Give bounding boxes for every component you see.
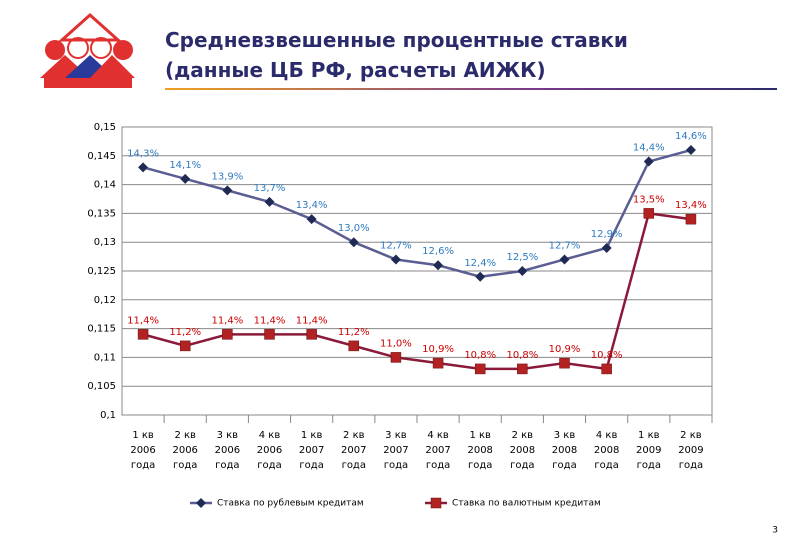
x-tick-label: 4 кв 2006 года	[256, 430, 283, 471]
marker	[685, 213, 697, 225]
data-label: 12,9%	[591, 229, 623, 240]
data-label: 14,4%	[633, 143, 665, 154]
marker	[390, 352, 402, 363]
y-tick-label: 0,12	[94, 295, 116, 306]
data-label: 14,6%	[675, 131, 707, 142]
marker	[430, 497, 442, 509]
marker	[348, 237, 359, 248]
marker	[475, 271, 486, 282]
data-label: 14,3%	[127, 148, 159, 159]
marker	[264, 329, 275, 340]
y-tick-label: 0,15	[94, 122, 116, 133]
data-label: 12,5%	[506, 252, 538, 263]
marker	[433, 260, 444, 271]
marker	[432, 357, 444, 369]
x-tick-label: 2 кв 2006 года	[172, 430, 198, 471]
y-tick-label: 0,135	[87, 208, 116, 219]
data-label: 11,4%	[296, 315, 328, 326]
data-label: 10,8%	[506, 350, 538, 361]
marker	[306, 214, 317, 225]
marker	[517, 363, 528, 375]
y-tick-label: 0,1	[100, 410, 116, 421]
data-label: 11,2%	[169, 327, 201, 338]
x-tick-label: 3 кв 2008 года	[551, 430, 578, 471]
marker	[474, 363, 486, 375]
y-tick-label: 0,11	[94, 352, 116, 363]
legend-label: Ставка по валютным кредитам	[452, 499, 601, 509]
data-label: 12,7%	[549, 240, 581, 251]
data-label: 13,9%	[211, 171, 243, 182]
y-tick-label: 0,125	[87, 266, 116, 277]
data-label: 13,4%	[296, 200, 328, 211]
x-tick-label: 2 кв 2007 года	[341, 430, 367, 471]
marker	[390, 254, 401, 265]
x-tick-label: 1 кв 2008 года	[467, 430, 493, 471]
y-tick-label: 0,14	[94, 180, 116, 191]
data-label: 14,1%	[169, 160, 201, 171]
marker	[306, 329, 317, 340]
marker	[643, 156, 654, 167]
data-label: 10,8%	[591, 350, 623, 361]
marker	[685, 145, 696, 156]
title-line: (данные ЦБ РФ, расчеты АИЖК)	[165, 58, 546, 82]
marker	[601, 363, 612, 375]
marker	[138, 162, 149, 173]
x-tick-label: 4 кв 2008 года	[593, 430, 620, 471]
data-label: 11,4%	[254, 315, 286, 326]
marker	[264, 196, 275, 207]
title-rule	[165, 88, 777, 90]
y-tick-label: 0,145	[87, 151, 116, 162]
marker	[559, 254, 570, 265]
series-line	[142, 148, 692, 279]
x-tick-label: 4 кв 2007 года	[425, 430, 451, 471]
x-tick-label: 2 кв 2008 года	[509, 430, 536, 471]
page-number: 3	[772, 526, 778, 536]
data-label: 13,4%	[675, 200, 707, 211]
data-label: 11,4%	[211, 315, 243, 326]
data-label: 12,7%	[380, 240, 412, 251]
marker	[517, 266, 528, 276]
data-label: 11,4%	[127, 315, 159, 326]
marker	[180, 173, 191, 184]
data-label: 12,4%	[464, 258, 496, 269]
x-tick-label: 3 кв 2006 года	[214, 430, 241, 471]
title-line: Средневзвешенные процентные ставки	[165, 28, 628, 52]
x-tick-label: 1 кв 2006 года	[130, 430, 156, 471]
y-tick-label: 0,13	[94, 237, 116, 248]
marker	[601, 242, 612, 253]
y-tick-label: 0,115	[87, 324, 116, 335]
data-label: 11,2%	[338, 327, 370, 338]
data-label: 11,0%	[380, 338, 412, 349]
series-line	[142, 212, 692, 371]
marker	[222, 185, 233, 196]
data-label: 10,8%	[464, 350, 496, 361]
marker	[179, 340, 191, 352]
y-tick-label: 0,105	[87, 381, 116, 392]
marker	[222, 329, 233, 340]
marker	[643, 208, 655, 219]
data-label: 13,7%	[254, 183, 286, 194]
marker	[196, 498, 206, 508]
data-label: 12,6%	[422, 246, 454, 257]
x-tick-label: 3 кв 2007 года	[383, 430, 409, 471]
x-tick-label: 2 кв 2009 года	[678, 430, 704, 471]
data-label: 10,9%	[422, 344, 454, 355]
data-label: 10,9%	[549, 344, 581, 355]
data-label: 13,5%	[633, 194, 665, 205]
logo	[40, 12, 135, 88]
marker	[348, 340, 360, 352]
marker	[137, 329, 149, 340]
marker	[559, 357, 570, 369]
x-tick-label: 1 кв 2009 года	[636, 430, 662, 471]
legend-label: Ставка по рублевым кредитам	[217, 499, 364, 509]
data-label: 13,0%	[338, 223, 370, 234]
x-tick-label: 1 кв 2007 года	[298, 430, 325, 471]
